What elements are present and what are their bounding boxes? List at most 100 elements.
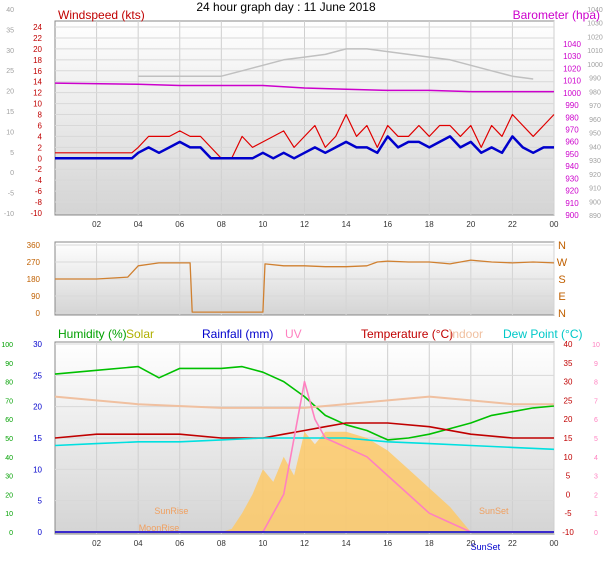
wind-y-tick-label: -2 (35, 165, 43, 174)
baro-faint-y-tick-label: 890 (589, 213, 601, 220)
wind-y-tick-label: 8 (38, 111, 43, 120)
temp-x-tick-label: 16 (383, 539, 392, 548)
wind-x-tick-label: 18 (425, 220, 434, 229)
compass-label: E (558, 291, 565, 303)
baro-faint-y-tick-label: 910 (589, 186, 601, 193)
uv-y-tick-label: 1 (594, 511, 598, 518)
hum-y-tick-label: 20 (5, 492, 13, 499)
wind-faint-y-tick-label: 35 (6, 27, 14, 34)
wind-y-tick-label: 16 (33, 67, 42, 76)
baro-faint-y-tick-label: 1040 (587, 7, 603, 14)
series-gust (138, 48, 534, 80)
uv-y-tick-label: 10 (592, 342, 600, 349)
temp-x-tick-label: 06 (175, 539, 184, 548)
wind-faint-y-tick-label: 25 (6, 68, 14, 75)
temp-y-tick-label: 20 (564, 415, 573, 424)
baro-faint-y-tick-label: 900 (589, 199, 601, 206)
rainfall-legend-label: Rainfall (mm) (202, 327, 273, 341)
baro-y-tick-label: 980 (565, 113, 579, 122)
temp-x-tick-label: 22 (508, 539, 517, 548)
wind-panel: 02 04 06 08 10 12 14 16 18 20 22 002422201816141210… (4, 7, 603, 229)
baro-faint-y-tick-label: 980 (589, 89, 601, 96)
baro-y-tick-label: 1000 (563, 89, 581, 98)
hum-y-tick-label: 60 (5, 417, 13, 424)
uv-y-tick-label: 7 (594, 398, 598, 405)
hum-y-tick-label: 50 (5, 436, 13, 443)
wind-y-tick-label: 14 (33, 78, 42, 87)
baro-faint-y-tick-label: 920 (589, 172, 601, 179)
wind-x-tick-label: 08 (217, 220, 226, 229)
wind-y-tick-label: -10 (30, 209, 42, 218)
compass-label: S (558, 274, 565, 286)
baro-y-tick-label: 960 (565, 138, 579, 147)
compass-label: N (558, 240, 566, 252)
baro-legend-label: Barometer (hpa) (513, 8, 600, 22)
temp-y-tick-label: 0 (566, 490, 571, 499)
wind-faint-y-tick-label: 0 (10, 170, 14, 177)
wind-y-tick-label: 18 (33, 56, 42, 65)
temp-x-tick-label: 02 (92, 539, 101, 548)
wind-y-tick-label: -8 (35, 198, 43, 207)
wind-x-tick-label: 14 (342, 220, 351, 229)
series-dew (54, 437, 555, 451)
baro-faint-y-tick-label: 930 (589, 158, 601, 165)
uv-y-tick-label: 2 (594, 492, 598, 499)
temp-y-tick-label: 10 (564, 453, 573, 462)
series-windAvg (55, 135, 554, 160)
wind-x-tick-label: 04 (134, 220, 143, 229)
baro-y-tick-label: 950 (565, 150, 579, 159)
baro-faint-y-tick-label: 1000 (587, 62, 603, 69)
baro-faint-y-tick-label: 970 (589, 103, 601, 110)
baro-faint-y-tick-label: 1020 (587, 34, 603, 41)
hum-y-tick-label: 40 (5, 455, 13, 462)
temp-y-tick-label: 25 (564, 396, 573, 405)
wind-y-tick-label: 4 (38, 132, 43, 141)
dir-y-tick-label: 180 (27, 275, 41, 284)
temp-x-tick-label: 00 (550, 539, 559, 548)
solar-y-tick-label: 0 (38, 528, 43, 537)
temp-y-tick-label: 15 (564, 434, 573, 443)
solar-y-tick-label: 20 (33, 403, 42, 412)
baro-faint-y-tick-label: 1010 (587, 48, 603, 55)
solar-y-tick-label: 15 (33, 434, 42, 443)
temperature-panel: 02 04 06 08 10 12 14 16 18 20 22 003025201510501009… (1, 327, 600, 552)
solar-y-tick-label: 10 (33, 465, 42, 474)
hum-y-tick-label: 100 (1, 342, 13, 349)
temp-y-tick-label: 35 (564, 359, 573, 368)
solar-legend-label: Solar (126, 327, 154, 341)
dir-y-tick-label: 90 (31, 292, 40, 301)
uv-y-tick-label: 5 (594, 436, 598, 443)
temperature-legend: Humidity (%) Solar Rainfall (mm) UV Temp… (58, 327, 582, 341)
temp-y-tick-label: 5 (566, 472, 571, 481)
uv-legend-label: UV (285, 327, 302, 341)
baro-y-tick-label: 940 (565, 162, 579, 171)
temp-x-tick-label: 10 (258, 539, 267, 548)
hum-y-tick-label: 10 (5, 511, 13, 518)
dir-y-tick-label: 0 (36, 309, 41, 318)
temp-x-tick-label: 08 (217, 539, 226, 548)
wind-faint-y-tick-label: 5 (10, 150, 14, 157)
solar-y-tick-label: 25 (33, 371, 42, 380)
baro-faint-y-tick-label: 990 (589, 76, 601, 83)
wind-y-tick-label: 6 (38, 121, 43, 130)
compass-label: N (558, 308, 566, 320)
baro-y-tick-label: 930 (565, 174, 579, 183)
series-uv (55, 380, 554, 533)
temp-y-tick-label: 30 (564, 378, 573, 387)
wind-faint-y-tick-label: 10 (6, 129, 14, 136)
hum-y-tick-label: 90 (5, 361, 13, 368)
dewpoint-legend-label: Dew Point (°C) (503, 327, 582, 341)
baro-y-tick-label: 1020 (563, 64, 581, 73)
baro-y-tick-label: 900 (565, 211, 579, 220)
baro-y-tick-label: 910 (565, 199, 579, 208)
dir-y-tick-label: 360 (27, 241, 41, 250)
baro-y-tick-label: 1010 (563, 77, 581, 86)
annotation-label: SunRise (154, 506, 188, 516)
uv-y-tick-label: 4 (594, 455, 598, 462)
temp-x-tick-label: 12 (300, 539, 309, 548)
wind-y-tick-label: 22 (33, 34, 42, 43)
temperature-legend-label: Temperature (°C) (361, 327, 453, 341)
indoor-legend-label: Indoor (449, 327, 483, 341)
